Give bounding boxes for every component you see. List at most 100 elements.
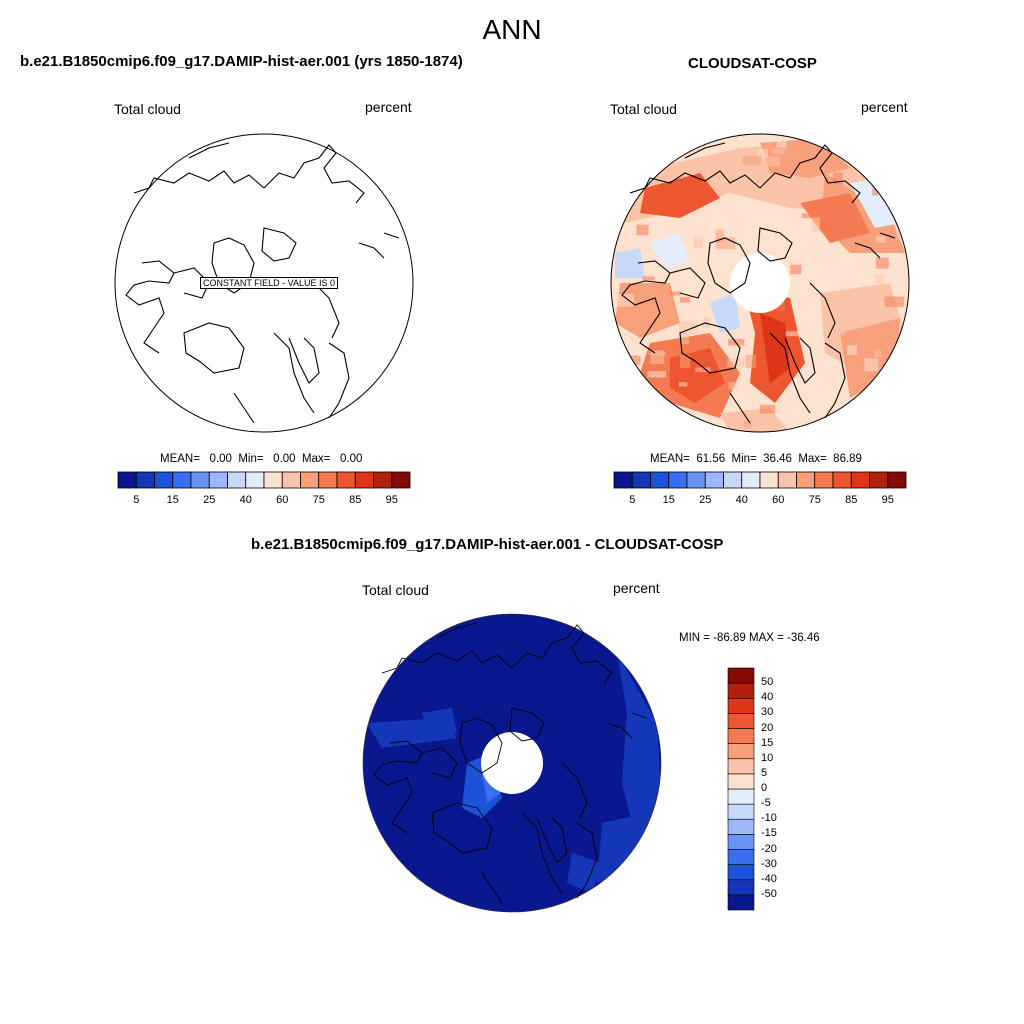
colorbar-swatch: [727, 682, 755, 699]
colorbar-swatch: [135, 471, 155, 489]
panel-obs-stats: MEAN= 61.56 Min= 36.46 Max= 86.89: [650, 453, 862, 465]
coastline: [562, 763, 587, 818]
colorbar-swatch: [391, 471, 411, 489]
colorbar-swatch: [190, 471, 210, 489]
colorbar-swatch: [336, 471, 356, 489]
colorbar-swatch: [869, 471, 889, 489]
colorbar-swatch: [727, 864, 755, 881]
panel-obs-cloud-field: [612, 134, 909, 432]
panel-diff-minmax: MIN = -86.89 MAX = -36.46: [679, 632, 820, 644]
cloud-field-cell: [776, 140, 787, 148]
coastline: [810, 283, 835, 338]
cloud-field-region: [710, 293, 740, 333]
panel-model-coastlines: [126, 143, 399, 423]
colorbar-tick-label: -20: [761, 842, 777, 855]
colorbar-swatch: [727, 697, 755, 714]
cloud-field-cell: [650, 350, 665, 364]
coastline: [460, 718, 502, 773]
cloud-field-cell: [875, 257, 889, 269]
cloud-field-cell: [678, 382, 688, 387]
coastline: [758, 228, 792, 261]
cloud-field-cell: [832, 291, 847, 302]
colorbar-swatch: [227, 471, 247, 489]
colorbar-tick-label: 75: [312, 494, 325, 506]
coastline: [760, 145, 860, 203]
colorbar-swatch: [727, 879, 755, 896]
coastline: [537, 818, 567, 863]
colorbar-swatch: [373, 471, 393, 489]
colorbar-tick-label: 85: [349, 494, 362, 506]
colorbar-swatch: [727, 788, 755, 805]
panel-diff-colorbar: [727, 667, 755, 911]
cloud-field-cell: [693, 236, 703, 248]
colorbar-tick-label: -40: [761, 872, 777, 885]
colorbar-tick-label: 60: [276, 494, 289, 506]
colorbar-swatch: [727, 713, 755, 729]
coastline: [432, 803, 492, 853]
coastline: [329, 343, 349, 418]
cloud-field-cell: [679, 354, 691, 369]
panel-model-colorbar: [117, 471, 411, 489]
colorbar-swatch: [759, 471, 779, 489]
cloud-field-cell: [900, 411, 909, 423]
colorbar-swatch: [245, 471, 265, 489]
cloud-field-cell: [822, 421, 838, 429]
coastline: [730, 393, 750, 423]
colorbar-tick-label: 5: [133, 494, 140, 506]
cloud-field-cell: [728, 382, 738, 390]
colorbar-tick-label: -15: [761, 827, 777, 840]
colorbar-swatch: [741, 471, 761, 489]
coastline: [289, 338, 319, 383]
colorbar-swatch: [704, 471, 724, 489]
cloud-field-cell: [742, 155, 762, 166]
coastline: [670, 268, 705, 298]
colorbar-swatch: [727, 849, 755, 865]
cloud-field-cell: [876, 236, 886, 243]
panel-obs-map: [610, 133, 910, 433]
cloud-field-cell: [896, 230, 909, 240]
cloud-field-cell: [884, 296, 905, 307]
coastline: [382, 651, 512, 673]
panel-diff-units: percent: [613, 580, 660, 596]
coastline: [855, 243, 880, 258]
colorbar-swatch: [281, 471, 301, 489]
cloud-field-cell: [670, 291, 681, 296]
cloud-field-cell: [641, 254, 651, 263]
cloud-field-region: [597, 813, 647, 883]
colorbar-tick-label: 5: [761, 766, 768, 779]
cloud-field-cell: [878, 303, 886, 310]
colorbar-tick-label: 95: [881, 494, 894, 506]
colorbar-tick-label: 0: [761, 782, 768, 794]
colorbar-swatch: [154, 471, 174, 489]
panel-model-constant-field-note: CONSTANT FIELD - VALUE IS 0: [200, 277, 339, 289]
coastline: [234, 393, 254, 423]
cloud-field-cell: [874, 349, 882, 358]
colorbar-swatch: [117, 471, 137, 489]
colorbar-swatch: [631, 471, 651, 489]
colorbar-tick-label: 20: [761, 721, 774, 734]
cloud-field-cell: [715, 229, 725, 243]
colorbar-tick-label: 50: [761, 676, 774, 689]
cloud-field-cell: [761, 156, 781, 167]
cloud-field-cell: [616, 294, 634, 307]
cloud-field-cell: [907, 330, 909, 342]
coastline: [607, 723, 632, 738]
cloud-field-cell: [832, 172, 843, 185]
colorbar-swatch: [814, 471, 834, 489]
panel-obs-title: CLOUDSAT-COSP: [688, 55, 817, 72]
panel-diff-map: [362, 613, 662, 913]
colorbar-swatch: [727, 728, 755, 744]
panel-diff-title: b.e21.B1850cmip6.f09_g17.DAMIP-hist-aer.…: [251, 536, 724, 553]
colorbar-swatch: [832, 471, 852, 489]
colorbar-tick-label: 10: [761, 751, 774, 764]
cloud-field-region: [615, 248, 645, 278]
panel-obs-variable: Total cloud: [610, 101, 677, 117]
colorbar-swatch: [727, 773, 755, 790]
colorbar-swatch: [727, 834, 755, 850]
colorbar-tick-label: 40: [735, 494, 748, 506]
colorbar-swatch: [354, 471, 374, 489]
cloud-field-cell: [745, 354, 757, 368]
panel-obs-units: percent: [861, 99, 908, 115]
cloud-field-cell: [679, 297, 691, 303]
colorbar-tick-label: 15: [166, 494, 179, 506]
